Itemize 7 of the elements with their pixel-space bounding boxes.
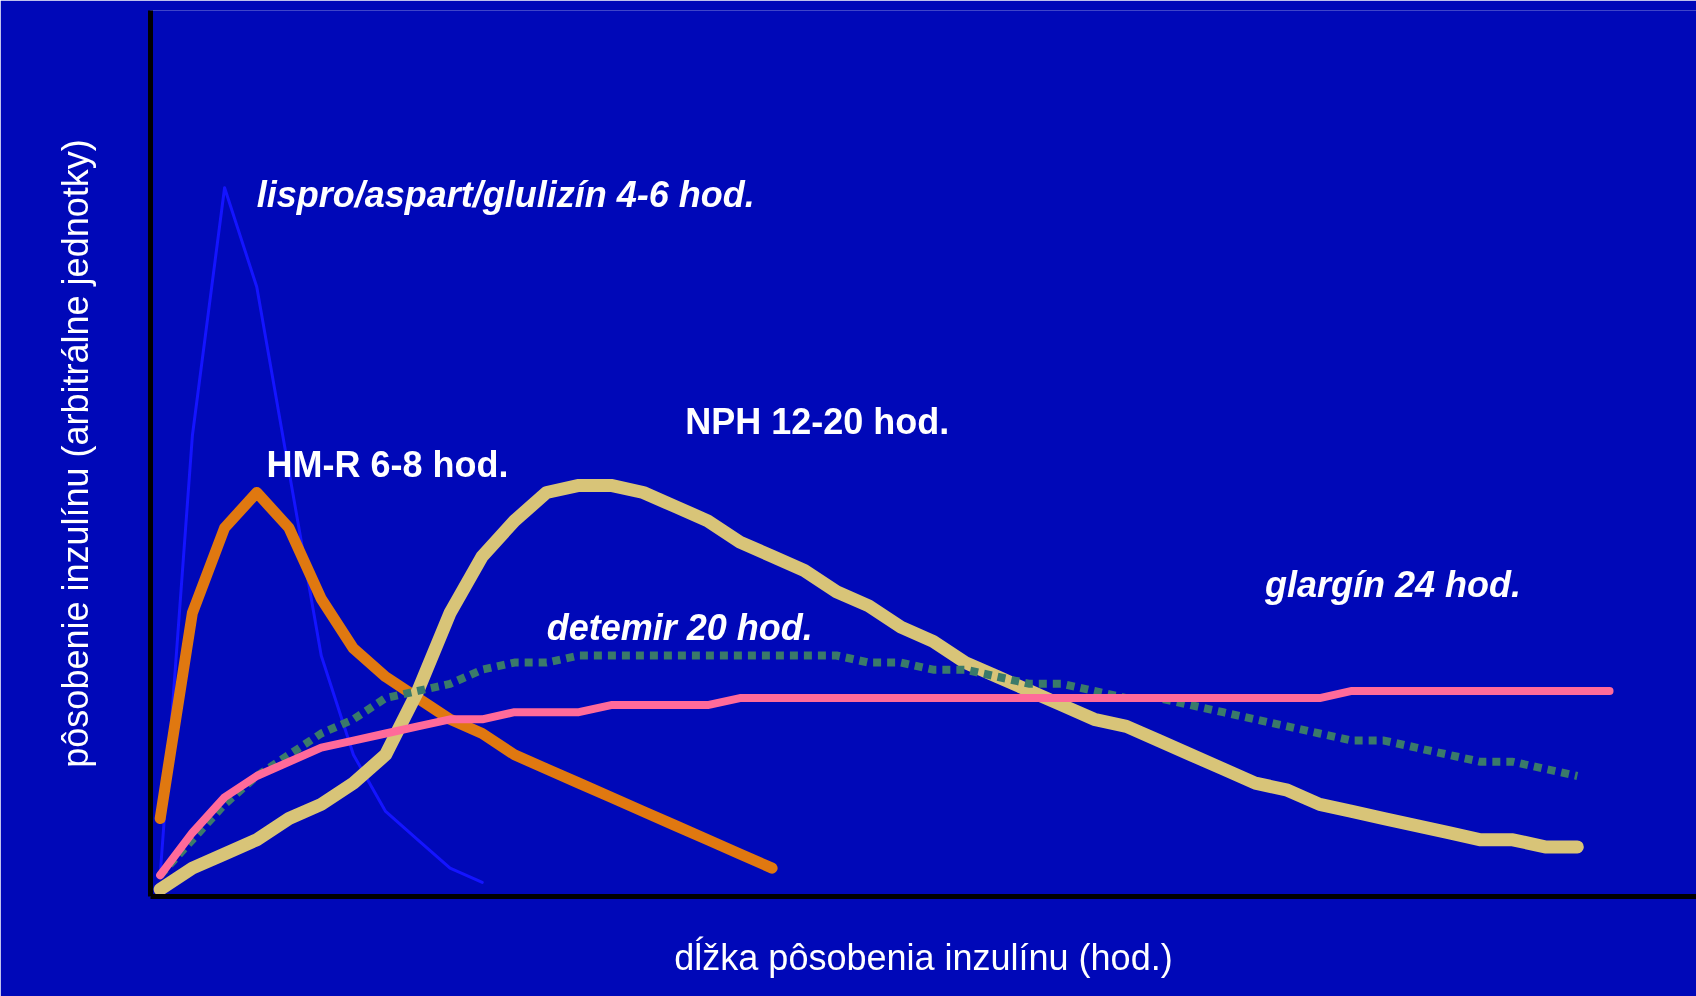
x-axis-title: dĺžka pôsobenia inzulínu (hod.) bbox=[674, 935, 1173, 978]
text: glargín 24 hod. bbox=[1263, 564, 1521, 606]
series-label: lispro/aspart/glulizín 4-6 hod. bbox=[256, 174, 755, 216]
y-axis-title: pôsobenie inzulínu (arbitrálne jednotky) bbox=[54, 139, 96, 768]
series-label: detemir 20 hod. bbox=[546, 606, 813, 648]
series-label: HM-R 6-8 hod. bbox=[266, 443, 509, 485]
series-label: NPH 12-20 hod. bbox=[685, 401, 950, 443]
